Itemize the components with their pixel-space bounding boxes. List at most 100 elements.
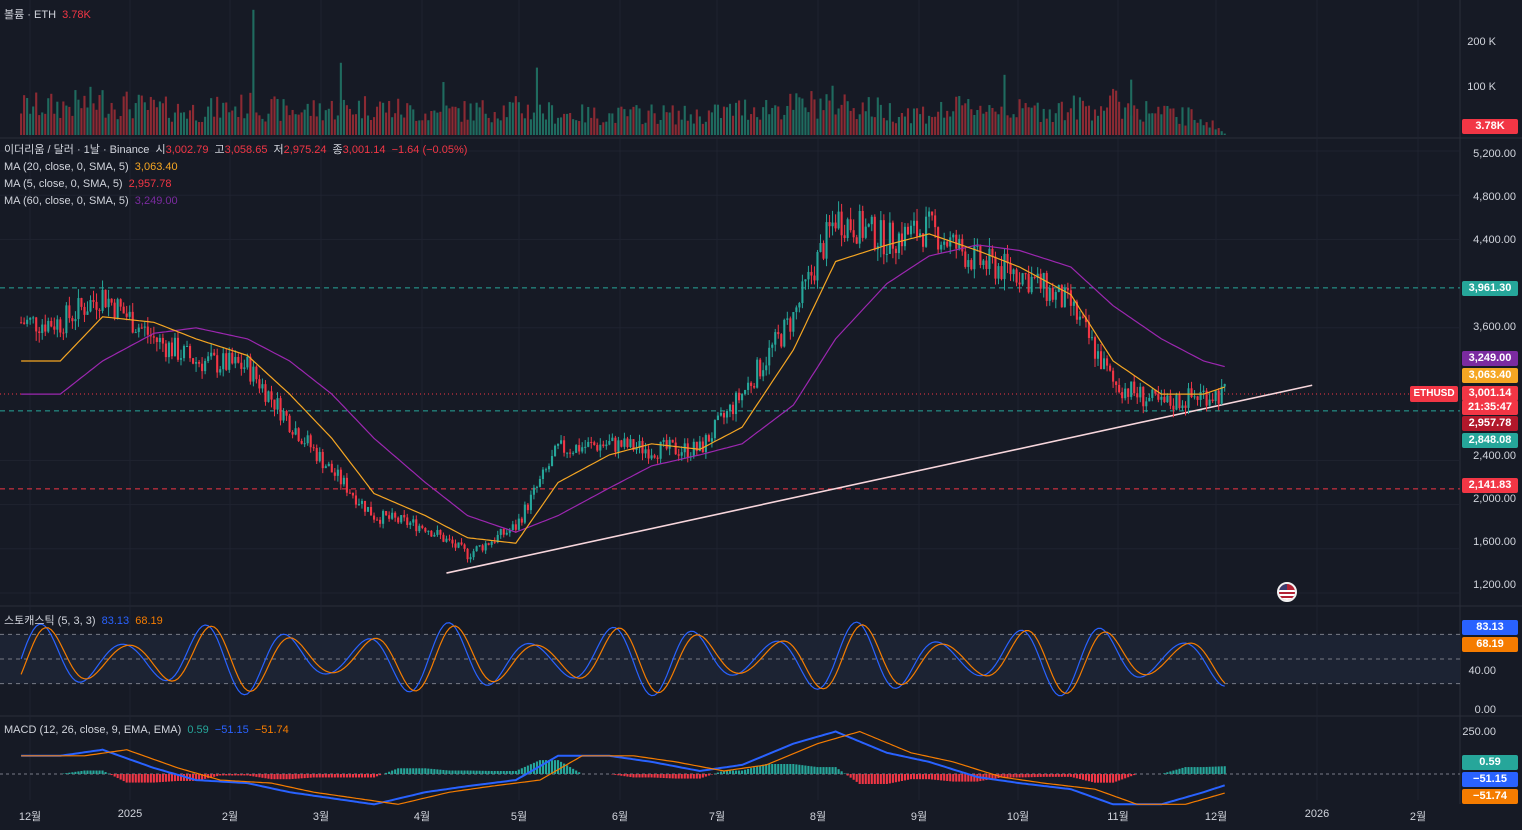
candle-body: [1048, 287, 1051, 301]
volume-bar: [523, 118, 526, 135]
volume-bar: [813, 99, 816, 135]
volume-bar: [617, 107, 620, 135]
candle-body: [357, 503, 361, 505]
candle-body: [35, 317, 38, 332]
volume-bar: [997, 114, 1000, 135]
candle-body: [89, 300, 92, 312]
candle-body: [363, 500, 367, 512]
candle-body: [382, 511, 385, 524]
volume-bar: [23, 95, 26, 135]
volume-bar: [1127, 103, 1130, 135]
macd-histogram-bar: [339, 774, 342, 778]
volume-bar: [704, 121, 707, 135]
candle-body: [698, 441, 701, 451]
candle-body: [502, 529, 505, 535]
candle-body: [104, 289, 107, 308]
candle-body: [810, 271, 813, 276]
macd-histogram-bar: [68, 772, 71, 774]
volume-bar: [753, 107, 756, 135]
candle-body: [321, 451, 324, 469]
candle-body: [442, 534, 445, 542]
volume-bar: [77, 99, 80, 135]
candle-body: [65, 305, 68, 334]
volume-bar: [1118, 101, 1121, 135]
candle-body: [188, 346, 192, 359]
macd-histogram-bar: [454, 770, 457, 774]
volume-bar: [267, 113, 270, 135]
macd-histogram-bar: [101, 770, 104, 774]
macd-histogram-bar: [786, 764, 789, 774]
volume-tick: 200 K: [1467, 36, 1496, 48]
macd-histogram-bar: [765, 764, 768, 774]
candle-body: [1124, 388, 1127, 399]
candle-body: [460, 542, 463, 545]
candle-body: [360, 500, 364, 504]
macd-legend[interactable]: MACD (12, 26, close, 9, EMA, EMA) 0.59 −…: [4, 723, 292, 737]
volume-bar: [1214, 129, 1217, 135]
candle-body: [1166, 395, 1169, 403]
macd-histogram-bar: [65, 773, 68, 774]
macd-histogram-bar: [1045, 774, 1048, 777]
ma20-legend[interactable]: MA (20, close, 0, SMA, 5) 3,063.40: [4, 160, 181, 174]
macd-histogram-bar: [988, 774, 991, 780]
price-badge-level-low: 2,141.83: [1462, 478, 1518, 493]
candle-body: [92, 300, 95, 302]
volume-bar: [430, 111, 433, 135]
volume-bar: [1054, 113, 1057, 135]
symbol-name[interactable]: 이더리움 / 달러 · 1날 · Binance: [4, 144, 150, 156]
macd-histogram-bar: [366, 774, 370, 778]
volume-bar: [701, 123, 704, 135]
macd-histogram-bar: [291, 774, 294, 779]
candle-body: [650, 455, 653, 459]
macd-histogram-bar: [849, 774, 852, 778]
volume-bar: [38, 115, 41, 135]
candle-body: [213, 352, 216, 356]
volume-bar: [722, 106, 726, 135]
volume-bar: [532, 112, 535, 135]
ma5-legend[interactable]: MA (5, close, 0, SMA, 5) 2,957.78: [4, 177, 174, 191]
volume-bar: [1124, 107, 1127, 135]
candle-body: [74, 319, 77, 322]
volume-bar: [1202, 125, 1205, 135]
symbol-tag[interactable]: ETHUSD: [1410, 386, 1458, 402]
candle-body: [798, 303, 801, 308]
volume-bar: [363, 96, 367, 135]
volume-bar: [59, 117, 62, 135]
macd-histogram-bar: [424, 768, 427, 774]
candle-body: [282, 410, 285, 421]
macd-histogram-bar: [1054, 774, 1057, 777]
volume-bar: [635, 105, 638, 135]
candle-body: [182, 346, 186, 359]
macd-histogram-bar: [900, 774, 903, 781]
stoch-legend[interactable]: 스토캐스틱 (5, 3, 3) 83.13 68.19: [4, 614, 166, 628]
price-badge-ma20: 3,063.40: [1462, 368, 1518, 383]
volume-bar: [315, 116, 318, 135]
candle-body: [158, 337, 161, 343]
macd-histogram-bar: [768, 764, 771, 774]
candle-body: [822, 243, 825, 259]
volume-bar: [1036, 102, 1039, 135]
volume-bar: [110, 102, 113, 135]
volume-bar: [638, 108, 641, 135]
candle-body: [1142, 386, 1145, 407]
volume-bar: [1102, 110, 1106, 135]
ma60-legend[interactable]: MA (60, close, 0, SMA, 5) 3,249.00: [4, 194, 181, 208]
volume-bar: [713, 104, 716, 135]
x-tick-label: 12월: [1204, 811, 1228, 823]
volume-bar: [653, 113, 656, 135]
volume-bar: [360, 118, 364, 135]
volume-bar: [737, 100, 741, 135]
high-value: 3,058.65: [224, 144, 268, 156]
volume-bar: [324, 110, 327, 135]
candle-body: [647, 449, 650, 459]
volume-bar: [668, 112, 671, 135]
volume-bar: [336, 115, 339, 135]
macd-histogram-bar: [789, 764, 792, 774]
candle-body: [765, 365, 768, 371]
candle-body: [925, 216, 928, 247]
candle-body: [940, 244, 943, 250]
us-flag-icon[interactable]: [1277, 582, 1297, 602]
candle-body: [906, 226, 910, 235]
volume-bar: [801, 98, 804, 135]
